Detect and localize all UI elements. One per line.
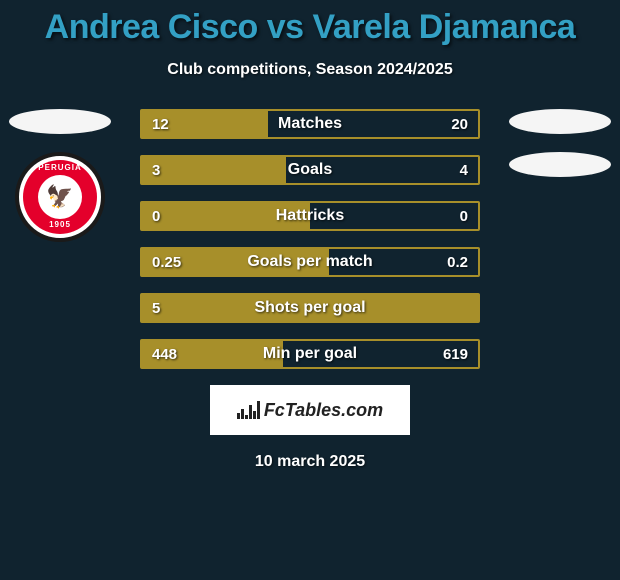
flag-icon bbox=[9, 109, 111, 134]
left-player-col: PERUGIA 🦅 1905 bbox=[0, 109, 120, 242]
club-name-arc: PERUGIA bbox=[23, 163, 97, 172]
flag-icon bbox=[509, 152, 611, 177]
icon-bar bbox=[253, 411, 256, 419]
stat-bar: 3Goals4 bbox=[140, 155, 480, 185]
stat-label: Shots per goal bbox=[142, 299, 478, 317]
footer-date: 10 march 2025 bbox=[0, 453, 620, 471]
club-badge-inner: PERUGIA 🦅 1905 bbox=[23, 160, 97, 234]
right-player-col bbox=[500, 109, 620, 177]
watermark: FcTables.com bbox=[210, 385, 410, 435]
stat-value-right: 20 bbox=[451, 116, 468, 133]
bar-chart-icon bbox=[237, 401, 260, 419]
stat-value-right: 619 bbox=[443, 346, 468, 363]
icon-bar bbox=[257, 401, 260, 419]
stat-label: Goals bbox=[142, 161, 478, 179]
icon-bar bbox=[241, 409, 244, 419]
icon-bar bbox=[249, 405, 252, 419]
flag-icon bbox=[509, 109, 611, 134]
icon-bar bbox=[237, 413, 240, 419]
stat-label: Matches bbox=[142, 115, 478, 133]
icon-bar bbox=[245, 415, 248, 419]
stat-bar: 12Matches20 bbox=[140, 109, 480, 139]
stat-value-right: 0.2 bbox=[447, 254, 468, 271]
stat-bar: 448Min per goal619 bbox=[140, 339, 480, 369]
stat-bars: 12Matches20 3Goals4 0Hattricks0 0.25Goals p… bbox=[140, 109, 480, 369]
stat-value-right: 4 bbox=[460, 162, 468, 179]
page-title: Andrea Cisco vs Varela Djamanca bbox=[0, 0, 620, 47]
stat-label: Min per goal bbox=[142, 345, 478, 363]
stat-value-right: 0 bbox=[460, 208, 468, 225]
stat-bar: 0Hattricks0 bbox=[140, 201, 480, 231]
stat-bar: 0.25Goals per match0.2 bbox=[140, 247, 480, 277]
stat-label: Hattricks bbox=[142, 207, 478, 225]
stat-bar: 5Shots per goal bbox=[140, 293, 480, 323]
club-badge: PERUGIA 🦅 1905 bbox=[15, 152, 105, 242]
griffin-icon: 🦅 bbox=[38, 175, 82, 219]
club-year: 1905 bbox=[23, 220, 97, 229]
stat-label: Goals per match bbox=[142, 253, 478, 271]
watermark-text: FcTables.com bbox=[264, 400, 383, 421]
page-subtitle: Club competitions, Season 2024/2025 bbox=[0, 61, 620, 79]
comparison-body: PERUGIA 🦅 1905 12Matches20 3Goals4 0Hattri… bbox=[0, 109, 620, 369]
